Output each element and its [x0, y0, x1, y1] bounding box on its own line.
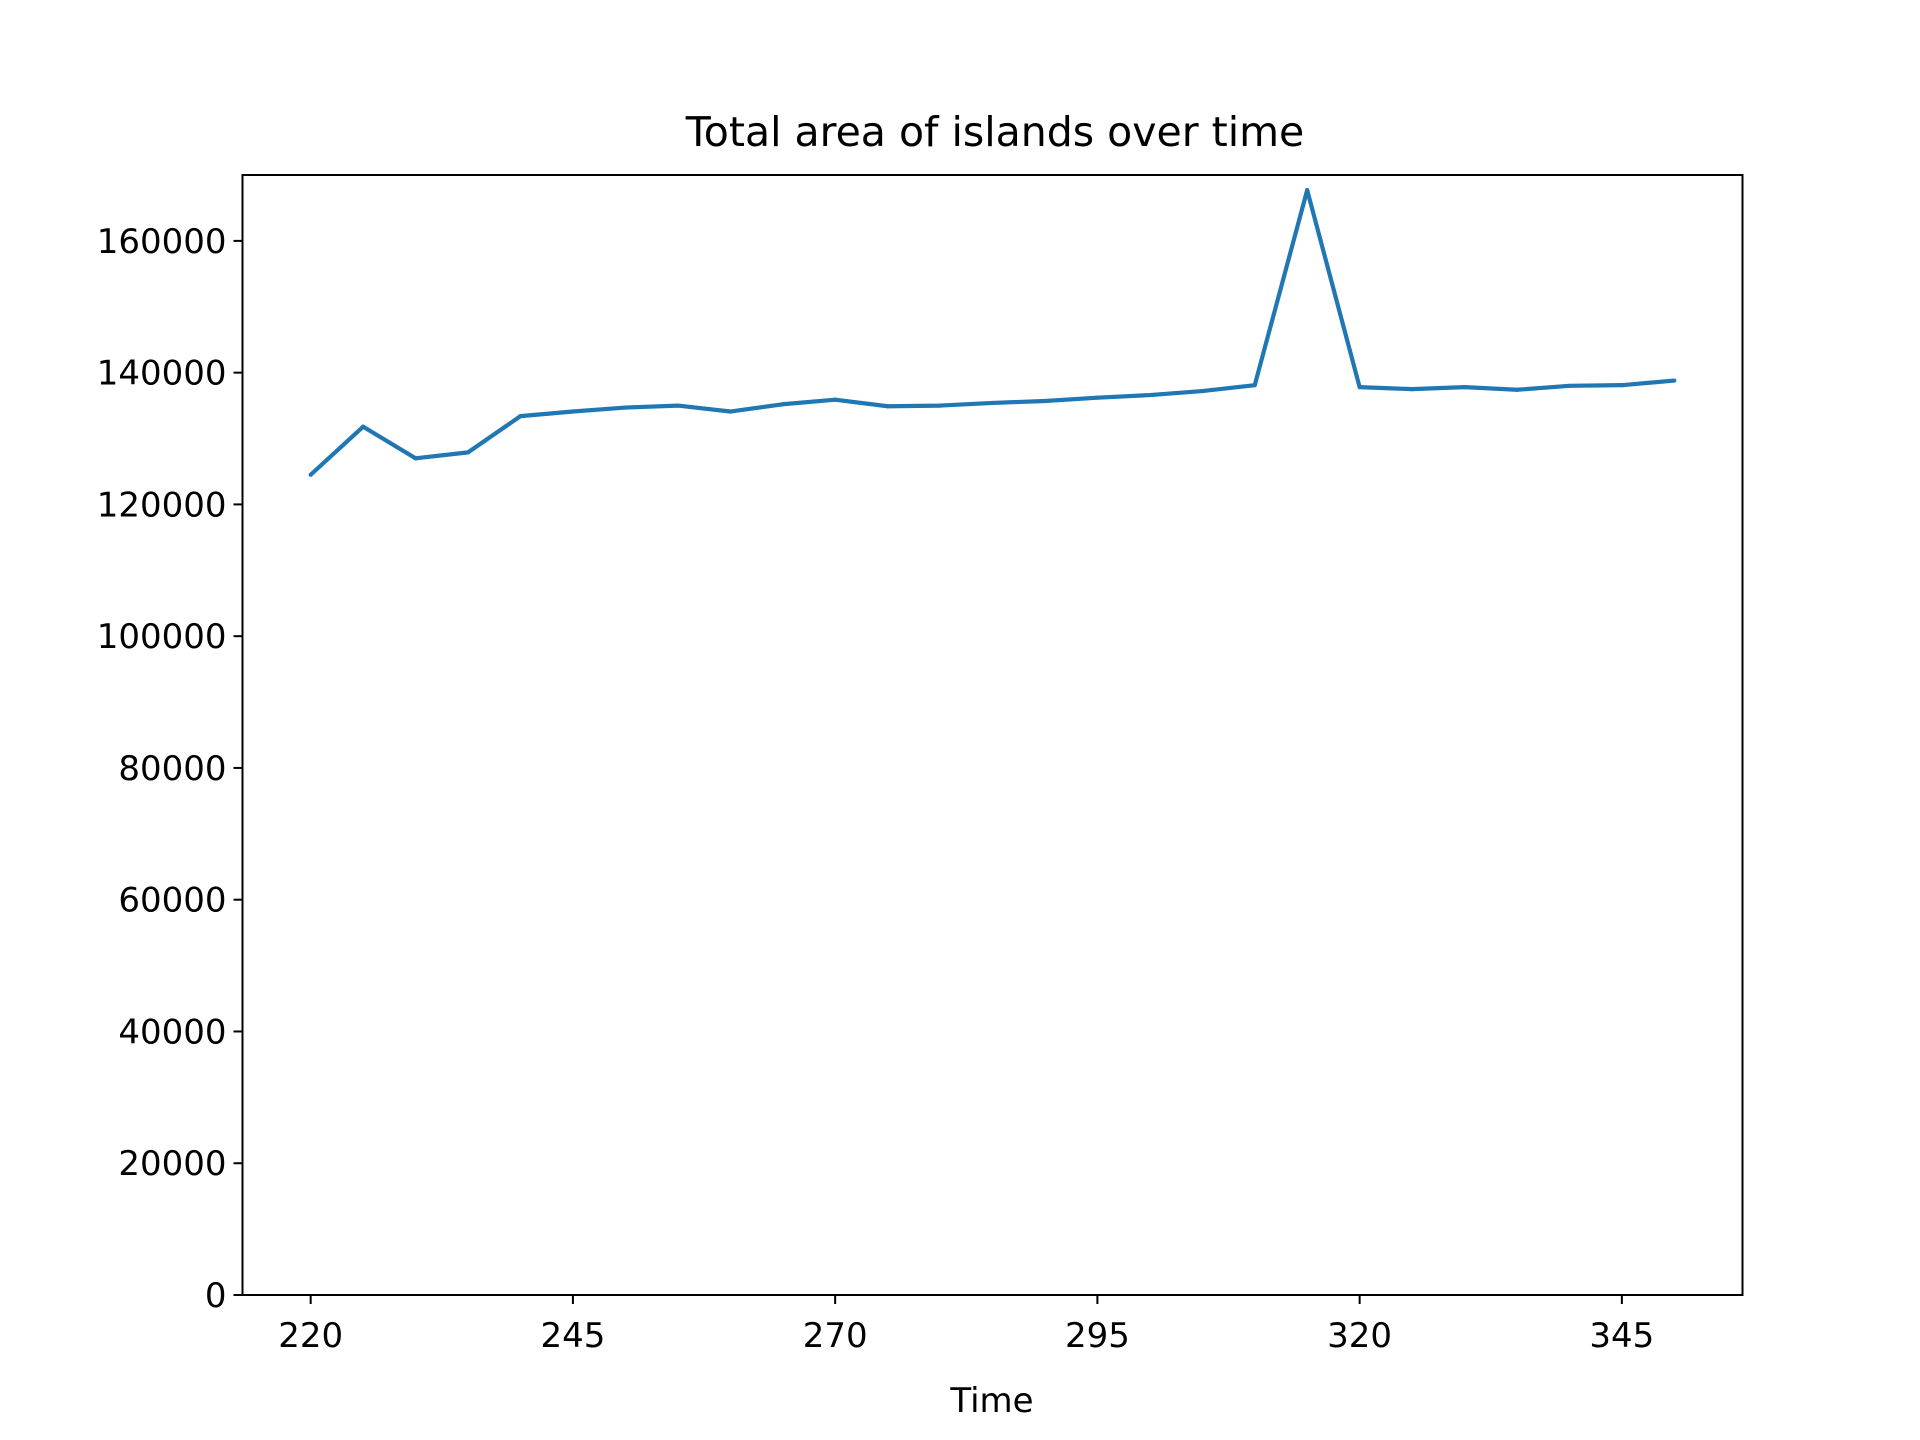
data-point — [1095, 395, 1100, 400]
y-tick-label: 120000 — [97, 485, 227, 525]
x-tick-label: 295 — [1065, 1316, 1130, 1356]
data-point — [1462, 385, 1467, 390]
data-point — [1200, 388, 1205, 394]
y-tick-label: 40000 — [118, 1012, 226, 1052]
data-point — [885, 404, 890, 409]
data-point — [1672, 378, 1677, 383]
data-point — [308, 472, 313, 477]
y-tick-label: 0 — [205, 1276, 227, 1316]
plot-area — [308, 188, 1677, 477]
data-point — [1619, 383, 1624, 388]
y-tick-label: 80000 — [118, 749, 226, 789]
data-point — [1252, 383, 1257, 388]
y-tick-label: 140000 — [97, 354, 227, 394]
data-point — [937, 403, 943, 408]
data-point — [1147, 392, 1152, 398]
x-axis: 220 245 270 295 320 345 — [278, 1295, 1654, 1356]
y-tick-label: 60000 — [118, 881, 226, 921]
data-point — [728, 409, 733, 414]
data-point — [518, 414, 523, 419]
data-point — [1042, 398, 1048, 404]
data-point — [780, 402, 785, 407]
data-point — [833, 397, 838, 402]
data-point — [623, 405, 628, 410]
data-point — [1514, 387, 1520, 392]
x-tick-label: 320 — [1327, 1316, 1392, 1356]
y-tick-label: 100000 — [97, 617, 227, 657]
chart-title: Total area of islands over time — [685, 108, 1305, 156]
data-point — [1567, 383, 1572, 388]
data-point — [1409, 387, 1415, 392]
data-point — [1305, 188, 1310, 193]
axes-frame — [241, 174, 1744, 1296]
y-axis: 0 20000 40000 60000 80000 100000 120000 140000 1… — [97, 222, 243, 1316]
data-point — [1357, 385, 1362, 390]
data-point — [413, 456, 418, 461]
y-tick-label: 160000 — [97, 222, 227, 262]
data-point — [675, 403, 680, 408]
x-axis-label: Time — [949, 1381, 1033, 1421]
data-point — [570, 409, 576, 414]
x-tick-label: 245 — [540, 1316, 605, 1356]
data-point — [465, 450, 471, 455]
data-point — [361, 424, 366, 429]
x-tick-label: 345 — [1589, 1316, 1654, 1356]
x-tick-label: 220 — [278, 1316, 343, 1356]
x-tick-label: 270 — [803, 1316, 868, 1356]
y-tick-label: 20000 — [118, 1144, 226, 1184]
data-point — [990, 400, 995, 406]
